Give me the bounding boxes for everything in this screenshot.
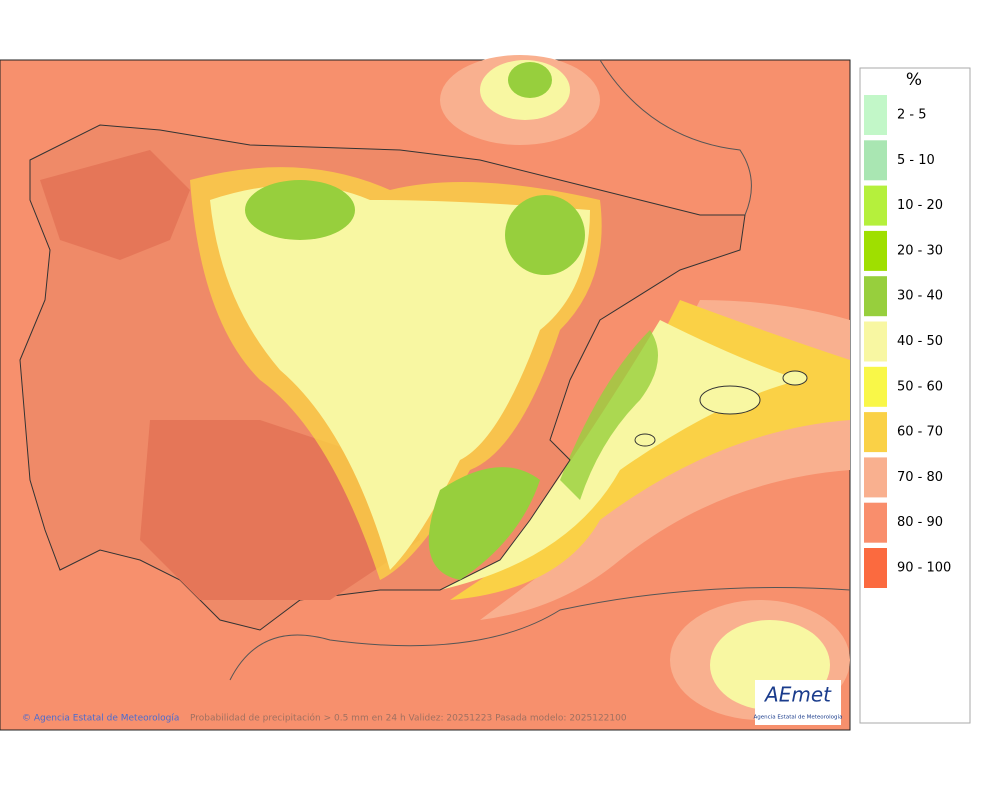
- legend-swatch: [864, 321, 887, 362]
- legend-label: 70 - 80: [897, 470, 943, 485]
- island: [634, 433, 656, 447]
- logo-name: AEmet: [763, 683, 832, 707]
- logo: [755, 680, 841, 725]
- legend-label: 2 - 5: [897, 108, 927, 123]
- map: © Agencia Estatal de Meteorología Probab…: [0, 55, 851, 731]
- land-zone: [505, 195, 585, 275]
- legend-swatch: [864, 95, 887, 135]
- legend-label: 80 - 90: [897, 515, 943, 530]
- coastline: [229, 587, 851, 681]
- coastline: [599, 59, 752, 216]
- legend-label: 30 - 40: [897, 289, 943, 304]
- legend-label: 40 - 50: [897, 334, 943, 349]
- legend-swatch: [864, 412, 887, 453]
- legend-swatch: [864, 366, 887, 407]
- legend-label: 60 - 70: [897, 425, 943, 440]
- legend-swatch: [864, 140, 887, 181]
- legend-title: %: [906, 70, 922, 90]
- legend-swatch: [864, 230, 887, 271]
- land-zone: [210, 185, 590, 570]
- legend-label: 50 - 60: [897, 379, 943, 394]
- legend-swatch: [864, 502, 887, 543]
- land-zone: [245, 180, 355, 240]
- legend-swatch: [864, 548, 887, 588]
- logo-subtitle: Agencia Estatal de Meteorología: [754, 714, 843, 721]
- legend-label: 20 - 30: [897, 243, 943, 258]
- caption: Probabilidad de precipitación > 0.5 mm e…: [190, 713, 627, 724]
- land-zone: [428, 467, 540, 580]
- legend-swatch: [864, 457, 887, 498]
- legend: % 2 - 5 5 - 10 10 - 20 20 - 30 30 - 40 40 - 5…: [859, 67, 971, 724]
- island: [782, 370, 808, 386]
- legend-swatch: [864, 185, 887, 226]
- sea-zone: [440, 320, 800, 590]
- sea-zone: [508, 62, 552, 98]
- island: [699, 385, 761, 415]
- land-zone: [40, 150, 190, 260]
- legend-label: 90 - 100: [897, 561, 951, 576]
- legend-label: 10 - 20: [897, 198, 943, 213]
- credit: © Agencia Estatal de Meteorología: [22, 714, 179, 724]
- legend-swatch: [864, 276, 887, 317]
- legend-label: 5 - 10: [897, 153, 935, 168]
- sea-zone: [560, 330, 658, 500]
